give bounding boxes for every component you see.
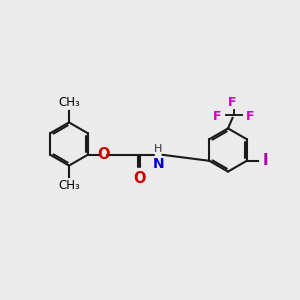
Text: H: H (154, 144, 163, 154)
Text: I: I (262, 153, 268, 168)
Text: CH₃: CH₃ (58, 179, 80, 192)
Text: CH₃: CH₃ (58, 96, 80, 109)
Text: F: F (213, 110, 221, 123)
Text: F: F (228, 97, 237, 110)
Text: O: O (97, 147, 110, 162)
Text: N: N (153, 157, 164, 171)
Text: O: O (134, 171, 146, 186)
Text: F: F (245, 110, 254, 123)
